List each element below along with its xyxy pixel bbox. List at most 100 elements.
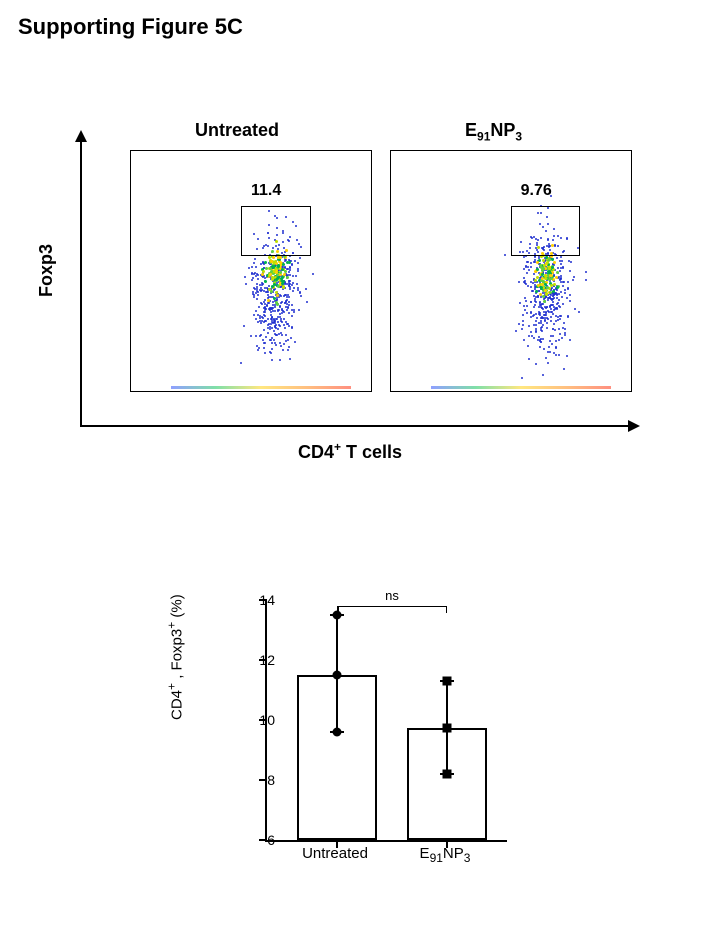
density-dot [291,327,293,329]
density-core-dot [535,290,538,293]
density-dot [555,307,557,309]
density-dot [542,338,544,340]
density-core-dot [268,256,271,259]
density-dot [293,309,295,311]
density-dot [253,262,255,264]
density-dot [585,271,587,273]
density-dot [530,266,532,268]
density-dot [555,340,557,342]
density-dot [560,263,562,265]
density-dot [533,273,535,275]
density-dot [558,354,560,356]
density-dot [285,340,287,342]
density-dot [556,303,558,305]
density-dot [515,330,517,332]
density-dot [535,363,537,365]
density-dot [297,287,299,289]
density-dot [550,298,552,300]
bar-xticklabel: E91NP3 [395,845,495,865]
density-dot [532,282,534,284]
bar-yticklabel: 8 [245,772,275,788]
density-core-dot [270,260,273,263]
density-dot [257,278,259,280]
density-dot [585,279,587,281]
density-dot [265,320,267,322]
density-core-dot [272,256,275,259]
density-dot [253,296,255,298]
density-core-dot [286,276,289,279]
density-dot [287,339,289,341]
density-dot [533,306,535,308]
density-dot [549,351,551,353]
density-dot [570,261,572,263]
density-dot [287,349,289,351]
density-dot [554,293,556,295]
density-dot [557,267,559,269]
density-dot [542,303,544,305]
density-dot [270,323,272,325]
density-dot [244,276,246,278]
density-dot [280,345,282,347]
density-dot [290,337,292,339]
density-dot [562,285,564,287]
density-dot [256,298,258,300]
density-dot [530,262,532,264]
density-dot [300,295,302,297]
density-dot [292,290,294,292]
density-dot [260,263,262,265]
density-dot [526,305,528,307]
density-dot [564,334,566,336]
density-dot [559,260,561,262]
density-dot [540,341,542,343]
density-dot [522,324,524,326]
facs-panel-title-e91np3: E91NP3 [465,120,522,144]
density-dot [280,302,282,304]
density-dot [527,266,529,268]
bar-yticklabel: 12 [245,652,275,668]
density-dot [539,346,541,348]
density-dot [559,333,561,335]
density-core-dot [556,286,559,289]
density-dot [540,322,542,324]
density-dot [523,339,525,341]
density-dot [528,358,530,360]
density-core-dot [261,273,264,276]
density-dot [536,317,538,319]
density-core-dot [536,268,539,271]
density-dot [552,313,554,315]
density-dot [292,282,294,284]
density-dot [288,296,290,298]
density-dot [548,346,550,348]
density-dot [553,309,555,311]
density-dot [564,289,566,291]
density-dot [561,260,563,262]
density-dot [263,347,265,349]
density-dot [552,301,554,303]
facs-x-axis-arrow [80,425,630,427]
density-dot [264,303,266,305]
facs-block: Foxp3 CD4+ T cells Untreated11.4E91NP39.… [70,120,630,450]
density-dot [563,322,565,324]
bar-yticklabel: 10 [245,712,275,728]
density-dot [281,308,283,310]
density-dot [266,305,268,307]
density-dot [543,348,545,350]
density-dot [289,358,291,360]
data-point [443,770,452,779]
density-dot [522,314,524,316]
density-dot [270,352,272,354]
density-dot [531,290,533,292]
facs-panel-e91np3: 9.76 [390,150,632,392]
density-dot [299,292,301,294]
density-dot [504,254,506,256]
density-core-dot [544,283,547,286]
data-point [333,728,342,737]
facs-panel-title-untreated: Untreated [195,120,279,141]
density-dot [523,268,525,270]
density-dot [288,325,290,327]
density-dot [262,339,264,341]
density-dot [567,316,569,318]
data-point [333,671,342,680]
density-dot [559,306,561,308]
density-dot [257,294,259,296]
